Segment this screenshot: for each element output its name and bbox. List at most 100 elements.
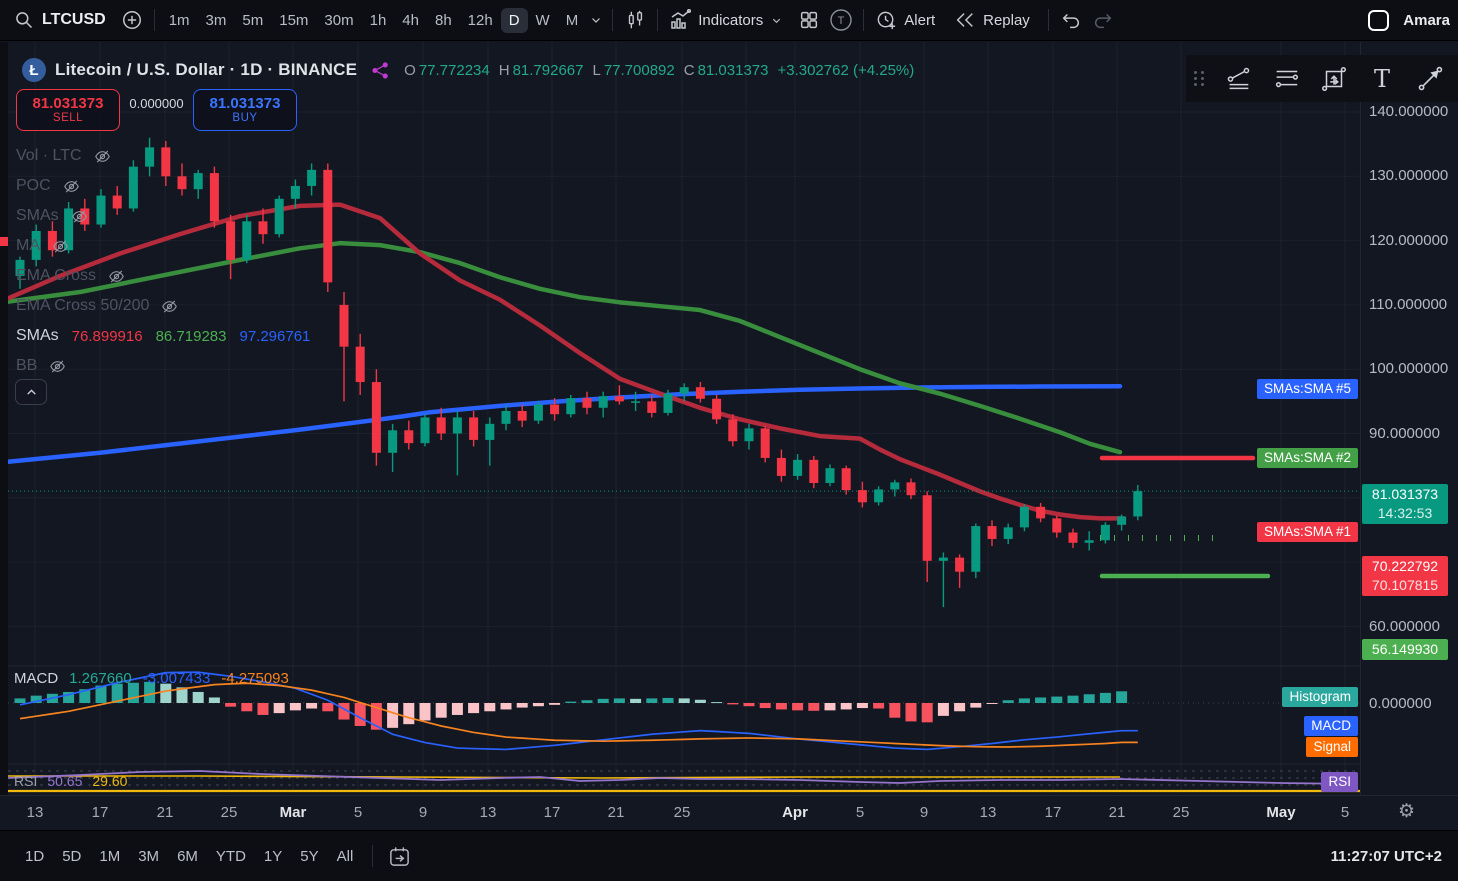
text-tool-icon[interactable]: T — [1373, 64, 1390, 93]
compare-add-icon[interactable] — [116, 4, 148, 36]
alert-icon[interactable] — [870, 4, 902, 36]
range-button-5d[interactable]: 5D — [62, 847, 82, 865]
indicators-button[interactable]: Indicators — [698, 11, 764, 29]
eye-off-icon[interactable] — [63, 178, 80, 195]
user-name: Amara — [1403, 11, 1450, 29]
eye-off-icon[interactable] — [161, 298, 178, 315]
timeframe-12h[interactable]: 12h — [467, 11, 493, 29]
range-button-1d[interactable]: 1D — [25, 847, 45, 865]
eye-off-icon[interactable] — [71, 208, 88, 225]
timeframe-chevron-down-icon[interactable] — [586, 4, 606, 36]
price-value-line: 70.222792 — [1371, 558, 1439, 574]
ma-plot-marker — [0, 237, 8, 246]
range-button-ytd[interactable]: YTD — [215, 847, 246, 865]
timeframe-8h[interactable]: 8h — [434, 11, 452, 29]
eye-off-icon[interactable] — [49, 358, 66, 375]
macd-legend[interactable]: MACD 1.267660 -3.007433 -4.275093 — [14, 670, 289, 687]
timeframe-m[interactable]: M — [565, 11, 579, 29]
macd-legend-title: MACD — [14, 670, 59, 687]
plot-label-rsi: RSI — [1321, 772, 1358, 792]
symbol-title[interactable]: Litecoin / U.S. Dollar · 1D · BINANCE — [55, 60, 358, 79]
time-tick-label: May — [1266, 804, 1296, 821]
chart-type-candles-icon[interactable] — [619, 4, 651, 36]
top-toolbar: LTCUSD 1m 3m 5m 15m 30m 1h 4h 8h 12h D W M Indicato… — [0, 0, 1458, 41]
broadcast-hub-icon[interactable] — [371, 61, 390, 80]
time-tick-label: 25 — [673, 804, 691, 821]
replay-button[interactable]: Replay — [983, 11, 1030, 29]
alert-button[interactable]: Alert — [904, 11, 936, 29]
legend-item-label: BB — [16, 357, 38, 374]
go-to-date-icon[interactable] — [383, 840, 415, 872]
buy-button[interactable]: 81.031373 BUY — [193, 89, 297, 131]
rsi-legend[interactable]: RSI 50.65 29.60 — [14, 772, 127, 790]
clock-display[interactable]: 11:27:07 UTC+2 — [1330, 847, 1442, 865]
legend-item-vol-ltc[interactable]: Vol · LTC — [16, 141, 310, 171]
timeframe-w[interactable]: W — [535, 11, 550, 29]
time-tick-label: 9 — [418, 804, 428, 821]
trend-lines-tool-icon[interactable] — [1217, 60, 1259, 98]
price-value-label: 70.222792 70.107815 — [1362, 556, 1448, 596]
timeframe-3m[interactable]: 3m — [205, 11, 227, 29]
sell-button[interactable]: 81.031373 SELL — [16, 89, 120, 131]
axis-settings-gear-icon[interactable]: ⚙ — [1398, 801, 1416, 822]
timeframe-15m[interactable]: 15m — [279, 11, 309, 29]
litecoin-logo-icon: Ł — [22, 58, 46, 82]
range-button-5y[interactable]: 5Y — [300, 847, 319, 865]
timeframe-5m[interactable]: 5m — [242, 11, 264, 29]
left-toolbar-strip — [0, 42, 8, 830]
time-tick-label: 9 — [919, 804, 929, 821]
timeframe-1h[interactable]: 1h — [369, 11, 387, 29]
indicators-icon[interactable] — [664, 4, 696, 36]
user-area[interactable]: Amara — [1368, 9, 1450, 31]
toolbar-separator — [863, 9, 865, 31]
timeframe-d[interactable]: D — [500, 7, 528, 33]
sma-value: 97.296761 — [239, 327, 311, 345]
legend-collapse-button[interactable] — [15, 379, 47, 405]
eye-off-icon[interactable] — [52, 238, 69, 255]
price-axis[interactable]: 140.000000 130.000000 120.000000 110.000000… — [1360, 42, 1458, 795]
macd-legend-value: -4.275093 — [221, 670, 289, 687]
legend-item-ema-cross-50-200[interactable]: EMA Cross 50/200 — [16, 291, 310, 321]
legend-item-ema-cross[interactable]: EMA Cross — [16, 261, 310, 291]
symbol-button[interactable]: LTCUSD — [42, 11, 106, 28]
search-icon[interactable] — [8, 4, 40, 36]
price-tick-label: 100.000000 — [1369, 360, 1449, 377]
range-button-3m[interactable]: 3M — [138, 847, 160, 865]
time-tick-label: 13 — [26, 804, 44, 821]
timeframe-1m[interactable]: 1m — [168, 11, 190, 29]
layout-grid-icon[interactable] — [793, 4, 825, 36]
user-avatar-icon — [1368, 9, 1390, 31]
replay-icon[interactable] — [949, 4, 981, 36]
projection-tool-icon[interactable] — [1313, 60, 1355, 98]
redo-icon[interactable] — [1087, 4, 1119, 36]
range-button-all[interactable]: All — [336, 847, 354, 865]
eye-off-icon[interactable] — [94, 148, 111, 165]
arrow-tool-icon[interactable] — [1409, 60, 1451, 98]
plot-label-smas-sma-1: SMAs:SMA #1 — [1256, 522, 1358, 542]
rsi-legend-value: 29.60 — [92, 773, 128, 789]
horizontal-rays-tool-icon[interactable] — [1265, 60, 1307, 98]
legend-item-bb[interactable]: BB — [16, 351, 310, 381]
indicators-chevron-down-icon[interactable] — [767, 4, 785, 36]
ohlc-key: L — [592, 61, 601, 79]
timeframe-4h[interactable]: 4h — [402, 11, 419, 29]
trading-panel-icon[interactable]: T — [825, 4, 857, 36]
undo-icon[interactable] — [1055, 4, 1087, 36]
range-button-1y[interactable]: 1Y — [263, 847, 283, 865]
legend-item-ma[interactable]: MA — [16, 231, 310, 261]
rsi-legend-title: RSI — [14, 773, 38, 789]
legend-item-smas[interactable]: SMAs — [16, 201, 310, 231]
legend-item-smas-values[interactable]: SMAs 76.899916 86.719283 97.296761 — [16, 321, 310, 351]
eye-off-icon[interactable] — [108, 268, 125, 285]
legend-item-poc[interactable]: POC — [16, 171, 310, 201]
timeframe-30m[interactable]: 30m — [324, 11, 354, 29]
time-axis[interactable]: ⚙ 13 17 21 25 Mar 5 9 13 17 21 25 Apr 5 9 13 17 21 25 May 5 — [0, 795, 1458, 830]
drag-handle-icon[interactable] — [1194, 71, 1205, 86]
time-tick-label: 5 — [855, 804, 865, 821]
range-button-6m[interactable]: 6M — [177, 847, 198, 865]
range-button-1m[interactable]: 1M — [99, 847, 121, 865]
ohlc-value: 81.031373 — [697, 61, 769, 79]
price-value-label: 56.149930 — [1362, 639, 1448, 660]
